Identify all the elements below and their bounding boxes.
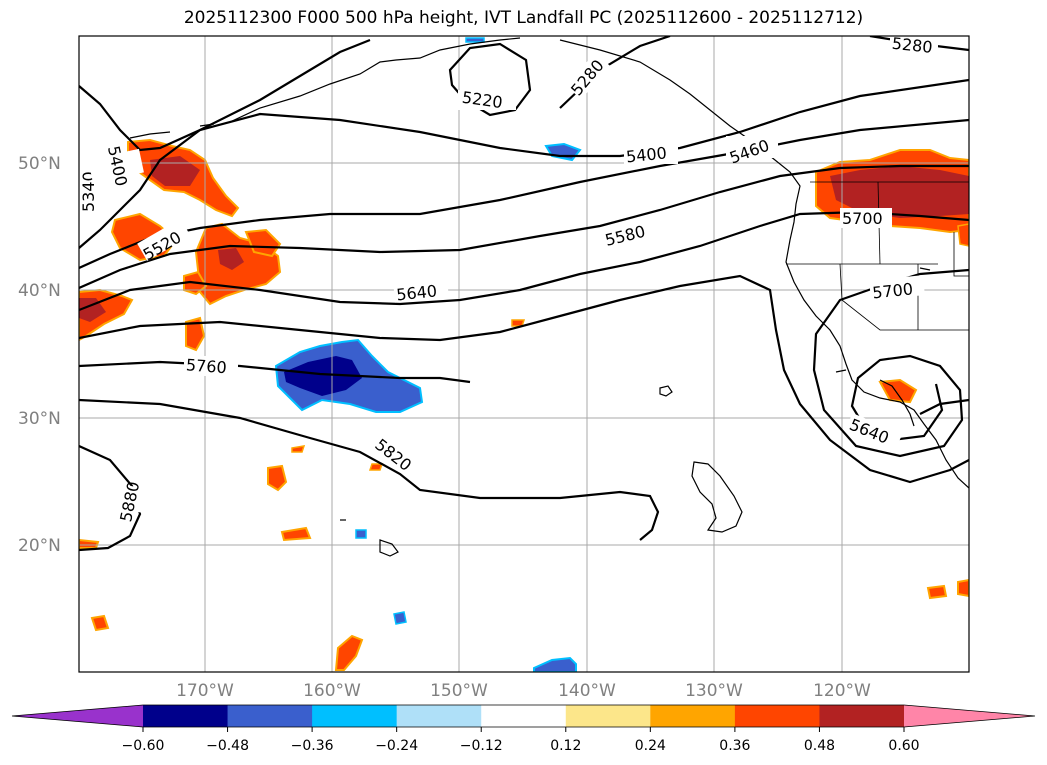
colorbar-extend-high xyxy=(904,705,1035,727)
colorbar-segment xyxy=(734,705,820,727)
colorbar-tick-label: −0.60 xyxy=(122,738,165,754)
colorbar-tick-label: −0.36 xyxy=(291,738,334,754)
contour-label: 5700 xyxy=(842,209,883,228)
contour-labels: 5220 5280 5280 5340 5400 5400 5460 5520 … xyxy=(79,34,938,524)
colorbar xyxy=(11,704,1036,728)
colorbar-tick-label: 0.12 xyxy=(550,738,581,754)
map-panel: 5220 5280 5280 5340 5400 5400 5460 5520 … xyxy=(79,34,969,672)
colorbar-tick-label: 0.36 xyxy=(719,738,750,754)
lat-label: 30°N xyxy=(18,409,61,429)
map-title: 2025112300 F000 500 hPa height, IVT Land… xyxy=(183,8,864,28)
contour-label: 5760 xyxy=(185,355,227,377)
colorbar-segment xyxy=(143,705,229,727)
lat-labels: 50°N 40°N 30°N 20°N xyxy=(18,154,61,556)
ivt-positive-shading xyxy=(79,138,969,671)
lon-label: 140°W xyxy=(558,681,616,701)
contour-label: 5700 xyxy=(871,279,913,302)
colorbar-tick-label: −0.24 xyxy=(375,738,418,754)
colorbar-segment xyxy=(227,705,313,727)
coastlines xyxy=(129,37,969,557)
colorbar-segment xyxy=(819,705,905,727)
colorbar-ticks: −0.60 −0.48 −0.36 −0.24 −0.12 0.12 0.24 0.36 0.4… xyxy=(122,727,920,754)
colorbar-tick-label: −0.48 xyxy=(206,738,249,754)
lon-labels: 170°W 160°W 150°W 140°W 130°W 120°W xyxy=(176,681,871,701)
colorbar-segment xyxy=(565,705,651,727)
contour-label: 5280 xyxy=(891,34,933,57)
lon-label: 130°W xyxy=(685,681,743,701)
contour-label: 5400 xyxy=(625,143,667,166)
map-frame xyxy=(78,35,970,673)
colorbar-tick-label: −0.12 xyxy=(460,738,503,754)
contour-label: 5640 xyxy=(395,281,437,304)
colorbar-segment xyxy=(650,705,736,727)
colorbar-tick-label: 0.48 xyxy=(804,738,835,754)
colorbar-segment xyxy=(481,705,567,727)
colorbar-extend-low xyxy=(12,705,143,727)
lon-label: 160°W xyxy=(303,681,361,701)
colorbar-tick-label: 0.24 xyxy=(635,738,666,754)
lon-label: 170°W xyxy=(176,681,234,701)
lon-label: 150°W xyxy=(430,681,488,701)
colorbar-tick-label: 0.60 xyxy=(888,738,919,754)
lat-label: 40°N xyxy=(18,281,61,301)
colorbar-segment xyxy=(312,705,398,727)
lat-label: 20°N xyxy=(18,536,61,556)
colorbar-segment xyxy=(396,705,482,727)
lon-label: 120°W xyxy=(813,681,871,701)
lat-label: 50°N xyxy=(18,154,61,174)
